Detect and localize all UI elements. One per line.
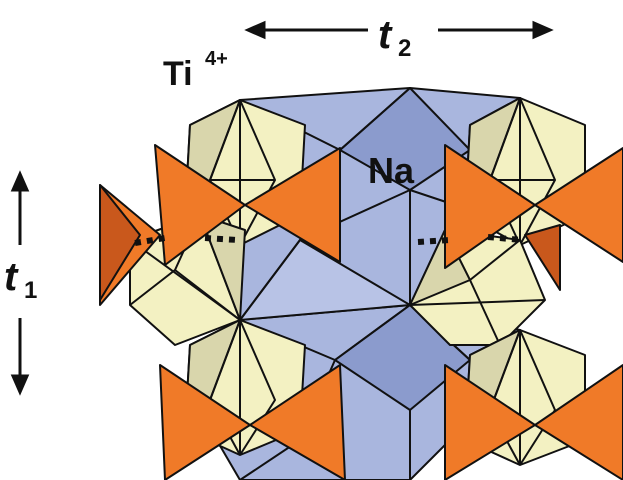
t1-subscript: 1 [24,277,37,304]
ti-label: Ti [163,55,193,93]
tetrahedron-left-edge-shade [99,184,141,301]
dotted-bond-left [134,235,166,246]
t1-arrow [10,170,30,396]
ti-charge-label: 4+ [205,48,228,70]
tetrahedron-lower-left-b [249,364,346,480]
tetrahedron-upper-right-b [534,147,623,263]
t2-arrow [244,20,554,40]
t2-arrow-right-head [532,20,554,40]
t1-arrow-down-head [10,374,30,396]
tetrahedron-upper-right-shade [524,224,561,291]
t2-subscript: 2 [398,35,411,62]
dotted-bond-right-2 [487,234,523,243]
tetrahedra [99,144,623,480]
t2-label: t [378,13,393,57]
na-label: Na [368,150,415,191]
tetrahedron-upper-left-a [154,144,246,266]
dotted-bond-left-2 [204,235,239,243]
tetrahedron-lower-left-a [159,364,251,480]
tetrahedron-lower-right-b [534,364,623,480]
t2-arrow-left-head [244,20,266,40]
t1-label: t [4,255,19,299]
dotted-bond-right [417,237,451,245]
dotted-bonds [134,234,523,246]
tetrahedron-upper-left-b [244,147,341,263]
tetrahedron-lower-right-a [444,364,536,480]
t1-arrow-up-head [10,170,30,192]
